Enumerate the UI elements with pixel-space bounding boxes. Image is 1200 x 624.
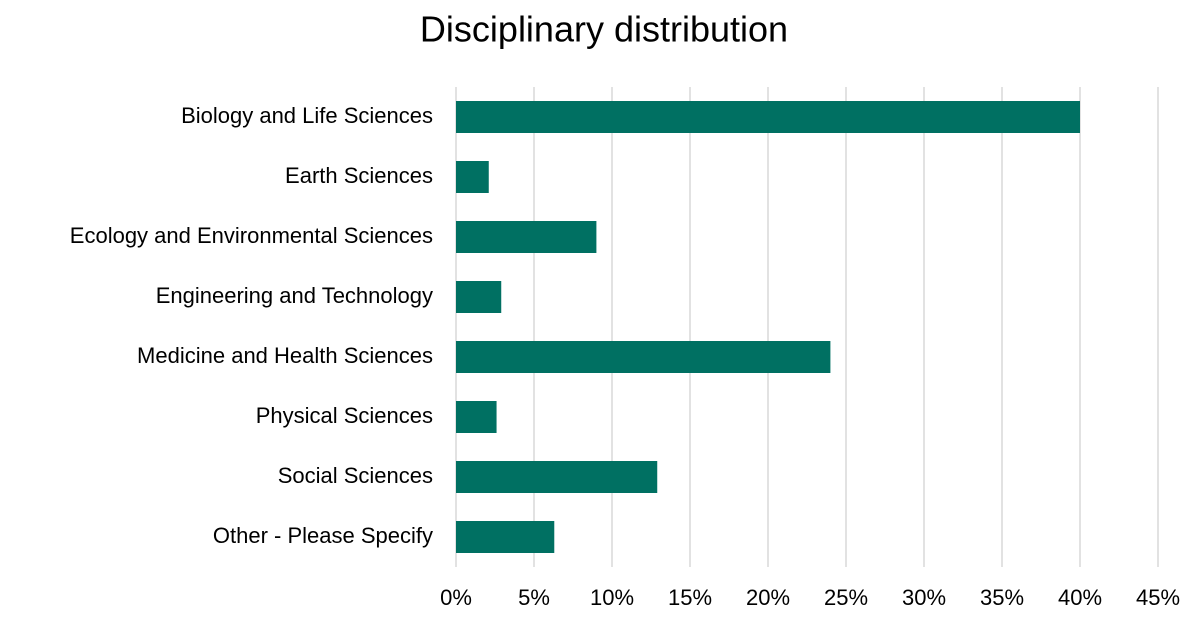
x-tick-label: 45% [1136,585,1180,610]
x-tick-label: 0% [440,585,472,610]
bar [456,101,1080,133]
y-tick-label: Ecology and Environmental Sciences [70,223,433,248]
y-tick-label: Physical Sciences [256,403,433,428]
bar [456,221,597,253]
x-tick-label: 15% [668,585,712,610]
y-tick-label: Other - Please Specify [213,523,433,548]
bar [456,281,502,313]
bar [456,161,489,193]
x-tick-label: 40% [1058,585,1102,610]
x-tick-label: 10% [590,585,634,610]
x-tick-label: 25% [824,585,868,610]
x-tick-label: 5% [518,585,550,610]
y-tick-label: Earth Sciences [285,163,433,188]
y-tick-label: Biology and Life Sciences [181,103,433,128]
y-tick-label: Medicine and Health Sciences [137,343,433,368]
x-tick-label: 35% [980,585,1024,610]
bar [456,521,555,553]
y-tick-label: Social Sciences [278,463,433,488]
y-tick-label: Engineering and Technology [156,283,433,308]
chart-title: Disciplinary distribution [420,9,788,50]
x-tick-label: 20% [746,585,790,610]
bar [456,341,831,373]
bar [456,401,497,433]
x-tick-label: 30% [902,585,946,610]
bar [456,461,658,493]
